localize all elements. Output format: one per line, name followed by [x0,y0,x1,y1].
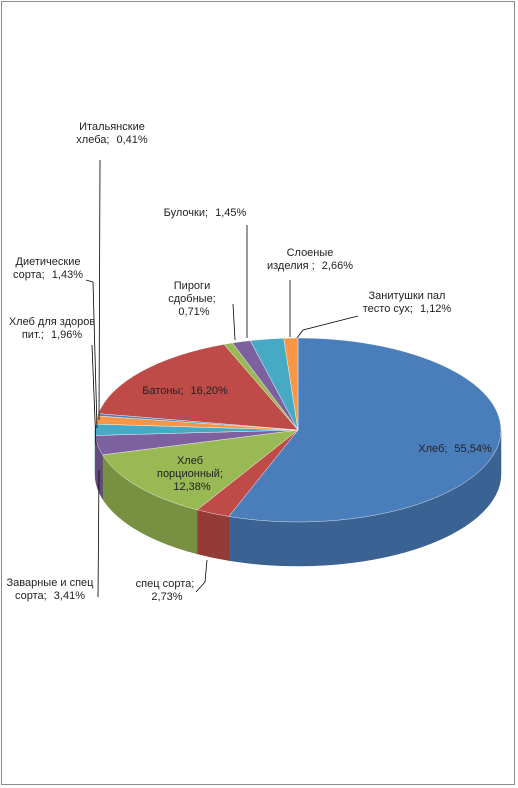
category-label: Диетические сорта; [13,256,81,281]
data-label: спец сорта; 2,73% [125,578,205,604]
data-label: Батоны; 16,20% [125,385,245,398]
slice [228,337,502,523]
category-label: Булочки; [163,207,209,219]
value-label: 3,41% [53,590,85,602]
data-label: Слоеные изделия ; 2,66% [265,247,355,273]
data-label: Итальянские хлеба; 0,41% [72,121,152,147]
category-label: Хлеб для здоров пит.; [8,316,96,341]
leader-line [97,469,100,598]
data-label: Хлеб порционный; 12,38% [145,455,235,494]
value-label: 1,96% [50,329,83,341]
value-label: 1,43% [51,269,83,281]
value-label: 0,41% [116,134,148,146]
category-label: Хлеб; [418,443,448,455]
value-label: 1,45% [215,207,247,219]
data-label: Заварные и спец сорта; 3,41% [2,577,98,603]
category-label: Хлеб порционный; [156,455,223,480]
category-label: Занитушки пал тесто сух; [362,290,446,315]
leader-line [91,344,97,446]
category-label: Слоеные изделия ; [266,247,334,272]
slice-side [196,509,230,561]
value-label: 12,38% [173,481,211,493]
category-label: Итальянские хлеба; [76,121,145,146]
value-label: 55,54% [454,443,492,455]
data-label: Диетические сорта; 1,43% [2,256,94,282]
value-label: 2,66% [321,260,353,272]
value-label: 2,73% [151,591,183,603]
category-label: Батоны; [142,385,184,397]
value-label: 1,12% [420,303,452,315]
leader-line [85,279,98,429]
leader-line [98,159,101,421]
leader-line [296,315,359,339]
slice [283,337,299,431]
data-label: Булочки; 1,45% [150,207,260,220]
leader-line [195,559,208,593]
value-label: 0,71% [178,306,210,318]
category-label: спец сорта; [135,578,195,590]
data-label: Хлеб для здоров пит.; 1,96% [2,316,102,342]
category-label: Пироги сдобные; [168,280,216,305]
slice [102,429,299,511]
value-label: 16,20% [190,385,228,397]
data-label: Пироги сдобные; 0,71% [152,280,232,319]
category-label: Заварные и спец сорта; [6,577,94,602]
data-label: Хлеб; 55,54% [400,443,510,456]
slice [97,344,299,431]
leader-line [232,303,236,341]
data-label: Занитушки пал тесто сух; 1,12% [355,290,459,316]
